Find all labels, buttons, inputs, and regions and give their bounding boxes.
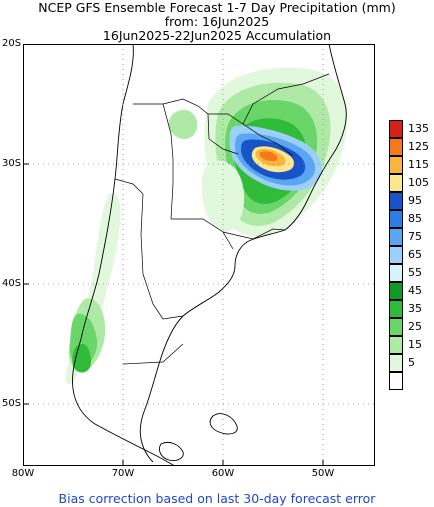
legend-swatch (389, 210, 403, 228)
lat-label-30s: 30S (2, 158, 22, 169)
political-borders (114, 73, 330, 365)
title-line-3: 16Jun2025-22Jun2025 Accumulation (102, 28, 332, 43)
precipitation-map (23, 44, 375, 466)
legend-swatch (389, 156, 403, 174)
lat-label-20s: 20S (2, 38, 22, 49)
legend-label: 95 (408, 194, 422, 207)
bias-correction-note: Bias correction based on last 30-day for… (58, 491, 376, 506)
title-line-2: from: 16Jun2025 (164, 14, 270, 29)
legend-swatch (389, 300, 403, 318)
map-gridlines (23, 44, 375, 466)
legend-label: 115 (408, 158, 429, 171)
legend-label: 15 (408, 338, 422, 351)
legend-swatch (389, 372, 403, 390)
lat-label-40s: 40S (2, 278, 22, 289)
legend-label: 125 (408, 140, 429, 153)
legend-label: 75 (408, 230, 422, 243)
legend-swatch (389, 282, 403, 300)
legend-swatch (389, 120, 403, 138)
legend-swatch (389, 246, 403, 264)
legend-label: 65 (408, 248, 422, 261)
map-ticks (23, 163, 324, 466)
legend-swatch (389, 336, 403, 354)
legend-label: 105 (408, 176, 429, 189)
legend-label: 35 (408, 302, 422, 315)
legend-swatch (389, 354, 403, 372)
legend-label: 55 (408, 266, 422, 279)
map-frame (23, 44, 375, 466)
legend-label: 25 (408, 320, 422, 333)
legend-swatch (389, 192, 403, 210)
legend-swatch (389, 264, 403, 282)
lon-label-50w: 50W (311, 468, 335, 479)
legend-swatch (389, 228, 403, 246)
legend-label: 85 (408, 212, 422, 225)
title-line-1: NCEP GFS Ensemble Forecast 1-7 Day Preci… (38, 0, 396, 15)
lon-label-60w: 60W (211, 468, 235, 479)
lat-label-50s: 50S (2, 398, 22, 409)
precip-shading (65, 67, 348, 385)
legend-swatch (389, 174, 403, 192)
legend-label: 45 (408, 284, 422, 297)
legend-swatch (389, 318, 403, 336)
lon-label-80w: 80W (11, 468, 35, 479)
legend-label: 5 (408, 356, 415, 369)
legend-label: 135 (408, 122, 429, 135)
coastlines (72, 44, 347, 466)
legend-swatch (389, 138, 403, 156)
lon-label-70w: 70W (111, 468, 135, 479)
